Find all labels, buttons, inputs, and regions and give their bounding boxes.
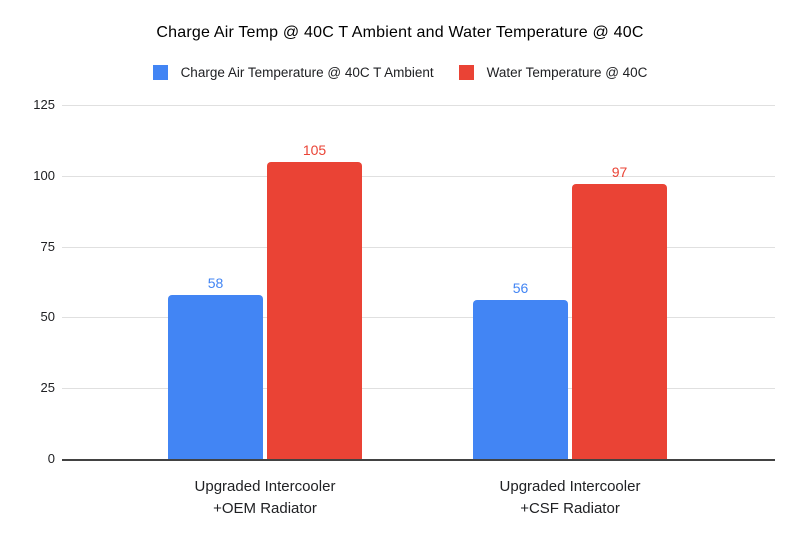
category-label: Upgraded Intercooler +CSF Radiator <box>499 478 641 517</box>
legend-swatch <box>458 64 474 80</box>
y-tick-label: 0 <box>47 451 55 466</box>
chart-legend: Charge Air Temperature @ 40C T Ambient Wa… <box>0 62 800 82</box>
y-tick-label: 100 <box>33 167 55 183</box>
y-axis: 0 25 50 75 100 125 <box>0 97 55 466</box>
y-tick-label: 75 <box>40 238 55 254</box>
bar-value-label: 56 <box>512 280 529 296</box>
legend-swatch <box>152 64 168 80</box>
category-label: Upgraded Intercooler +OEM Radiator <box>194 478 336 517</box>
legend-item: Charge Air Temperature @ 40C T Ambient <box>152 64 434 80</box>
bar-group: 56 97 <box>473 164 667 459</box>
y-tick-label: 125 <box>33 97 55 112</box>
gridline-125 <box>62 105 775 106</box>
legend-label: Charge Air Temperature @ 40C T Ambient <box>180 64 434 80</box>
chart-title: Charge Air Temp @ 40C T Ambient and Wate… <box>156 24 644 41</box>
bar-value-label: 58 <box>207 275 224 291</box>
gridline-50 <box>62 317 775 319</box>
bar-group: 58 105 <box>168 142 362 459</box>
legend-label: Water Temperature @ 40C <box>486 64 648 80</box>
bar: 97 <box>572 164 667 459</box>
gridline-75 <box>62 246 775 248</box>
plot-area: 58 105 56 97 <box>62 105 775 461</box>
bar: 105 <box>267 142 362 459</box>
gridline-100 <box>62 175 775 177</box>
y-tick-label: 25 <box>40 380 55 396</box>
y-tick-label: 50 <box>40 309 55 325</box>
bar: 58 <box>168 275 263 459</box>
bar: 56 <box>473 280 568 459</box>
bar-value-label: 105 <box>302 142 327 158</box>
bar-value-label: 97 <box>611 164 628 180</box>
legend-item: Water Temperature @ 40C <box>458 64 648 80</box>
gridline-25 <box>62 388 775 390</box>
